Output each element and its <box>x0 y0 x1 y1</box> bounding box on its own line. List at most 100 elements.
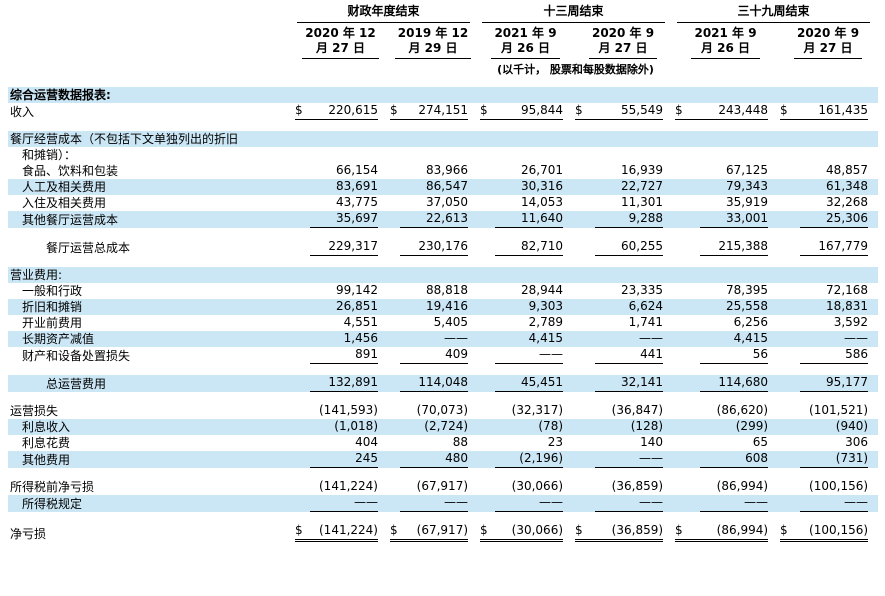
value-box: 43,775 <box>310 195 378 211</box>
value-box: 5,405 <box>400 315 468 331</box>
value-cell: (70,073) <box>388 403 478 419</box>
value-cell: 229,317 <box>293 239 388 256</box>
value-box: $55,549 <box>575 103 664 120</box>
date-header-col1: 2020 年 12 月 27 日 <box>302 26 379 59</box>
value-cell: —— <box>478 495 573 512</box>
spacer-cell <box>8 392 878 403</box>
value-cell: 26,701 <box>478 163 573 179</box>
row-label: 折旧和摊销 <box>22 300 83 314</box>
table-row: 营业费用: <box>8 267 879 283</box>
value-text: 6,256 <box>733 315 769 329</box>
value-text: (78) <box>538 419 564 433</box>
value-text: 83,691 <box>336 179 378 193</box>
dollar-sign: $ <box>295 523 303 537</box>
value-box: 4,415 <box>495 331 563 347</box>
value-text: (36,859) <box>611 479 664 493</box>
value-box: (2,724) <box>400 419 468 435</box>
value-box: 83,691 <box>310 179 378 195</box>
value-text: 65 <box>752 435 769 449</box>
date-line2: 月 27 日 <box>803 41 853 55</box>
value-cell <box>673 147 778 163</box>
value-box: $274,151 <box>390 103 469 120</box>
table-row: 利息收入 (1,018) (2,724) (78) (128) (299) (940) <box>8 419 879 435</box>
value-box: 2,789 <box>495 315 563 331</box>
value-cell <box>573 267 673 283</box>
date-line2: 月 27 日 <box>315 41 366 55</box>
value-box: (128) <box>595 419 663 435</box>
value-cell: —— <box>388 495 478 512</box>
value-box: (141,593) <box>310 403 378 419</box>
value-box: 245 <box>310 451 378 468</box>
dollar-sign: $ <box>480 103 488 117</box>
value-text: 6,624 <box>628 299 664 313</box>
dollar-sign: $ <box>295 103 303 117</box>
value-box: 19,416 <box>400 299 468 315</box>
value-box: —— <box>700 495 769 512</box>
value-cell: 23 <box>478 435 573 451</box>
value-cell: 25,558 <box>673 299 778 315</box>
financial-statement-page: 财政年度结束 十三周结束 三十九周结束 2020 年 12 月 27 日 201… <box>8 4 879 542</box>
value-box: 608 <box>700 451 769 468</box>
value-cell: 23,335 <box>573 283 673 299</box>
spacer-row <box>8 228 878 239</box>
value-box: 35,919 <box>700 195 768 211</box>
value-box: —— <box>595 331 663 347</box>
value-box: 23,335 <box>595 283 663 299</box>
value-box: 66,154 <box>310 163 378 179</box>
value-box: —— <box>595 451 664 468</box>
row-label: 入住及相关费用 <box>22 196 107 210</box>
value-cell: $ (86,994) <box>673 523 778 542</box>
table-row: 入住及相关费用 43,775 37,050 14,053 11,301 35,919 32,… <box>8 195 878 211</box>
row-label: 其他餐厅运营成本 <box>22 213 119 227</box>
value-text: 9,288 <box>628 211 664 225</box>
value-cell: (32,317) <box>478 403 573 419</box>
value-box: (2,196) <box>495 451 564 468</box>
value-text: 95,844 <box>521 103 564 117</box>
value-box: 215,388 <box>700 239 769 256</box>
value-box: 65 <box>700 435 768 451</box>
value-cell: 78,395 <box>673 283 778 299</box>
row-label: 总运营费用 <box>46 377 107 391</box>
value-cell <box>673 87 778 103</box>
value-text: 55,549 <box>621 103 664 117</box>
value-box: $ (141,224) <box>295 523 378 542</box>
value-cell <box>673 131 778 147</box>
value-text: (86,994) <box>716 479 769 493</box>
value-box: (67,917) <box>400 479 468 495</box>
value-cell <box>778 267 878 283</box>
spacer-cell <box>8 256 878 267</box>
value-cell: —— <box>778 495 878 512</box>
value-text: 37,050 <box>426 195 469 209</box>
row-label: 食品、饮料和包装 <box>22 164 119 178</box>
value-cell: 1,741 <box>573 315 673 331</box>
value-box: 26,701 <box>495 163 563 179</box>
value-cell: 3,592 <box>778 315 878 331</box>
value-text: 4,551 <box>343 315 378 329</box>
value-box: 480 <box>400 451 469 468</box>
value-text: 114,680 <box>718 375 769 389</box>
value-box: 33,001 <box>700 211 769 228</box>
date-header-col5: 2021 年 9 月 26 日 <box>691 26 760 59</box>
value-cell: $95,844 <box>478 103 573 120</box>
value-cell: (940) <box>778 419 878 435</box>
table-row: 开业前费用 4,551 5,405 2,789 1,741 6,256 3,592 <box>8 315 878 331</box>
value-cell: 5,405 <box>388 315 478 331</box>
value-text: 95,177 <box>826 375 869 389</box>
value-text: 229,317 <box>328 239 378 253</box>
value-cell: 25,306 <box>778 211 878 228</box>
value-text: 26,701 <box>521 163 564 177</box>
row-label: 长期资产减值 <box>22 332 95 346</box>
value-box: (36,859) <box>595 479 663 495</box>
value-cell: (30,066) <box>478 479 573 495</box>
table-row: 其他费用 245 480 (2,196) —— 608 (731) <box>8 451 879 468</box>
value-text: 5,405 <box>433 315 469 329</box>
table-row: 人工及相关费用 83,691 86,547 30,316 22,727 79,343 61,… <box>8 179 879 195</box>
value-cell <box>388 131 478 147</box>
value-box: 114,048 <box>400 375 469 392</box>
table-row: 总运营费用 132,891 114,048 45,451 32,141 114,680 95… <box>8 375 879 392</box>
dollar-sign: $ <box>390 523 398 537</box>
row-label: 开业前费用 <box>22 316 83 330</box>
value-box: 23 <box>495 435 563 451</box>
value-text: 18,831 <box>826 299 869 313</box>
value-text: —— <box>744 495 769 509</box>
